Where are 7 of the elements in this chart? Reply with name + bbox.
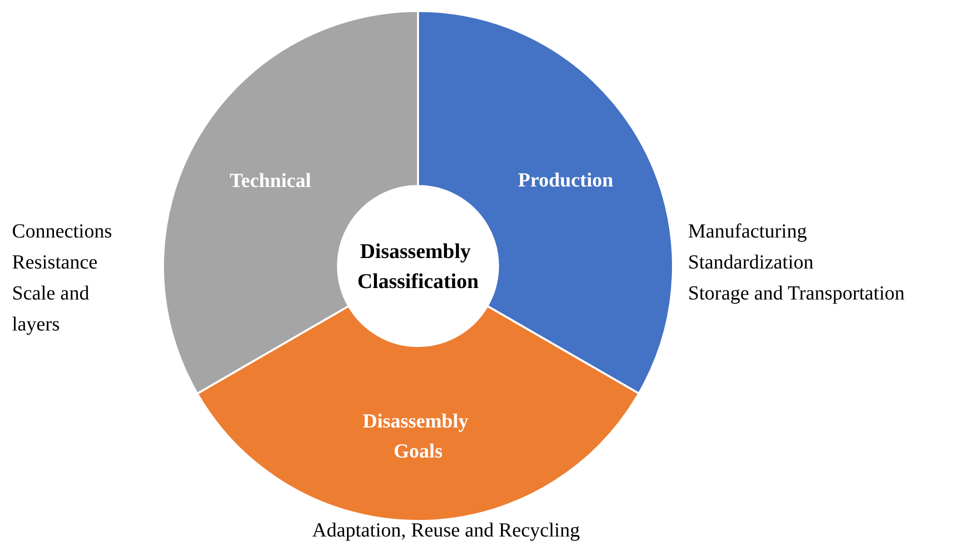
slice-label: Technical [230, 170, 312, 192]
text: Manufacturing Standardization Storage and Transportation [688, 220, 905, 304]
text: Adaptation, Reuse and Recycling [312, 520, 580, 542]
text: Connections Resistance Scale and layers [12, 220, 112, 336]
slice-label: Production [518, 170, 614, 192]
slice-label: Disassembly Goals [362, 410, 474, 462]
text: Disassembly Classification [357, 239, 479, 293]
